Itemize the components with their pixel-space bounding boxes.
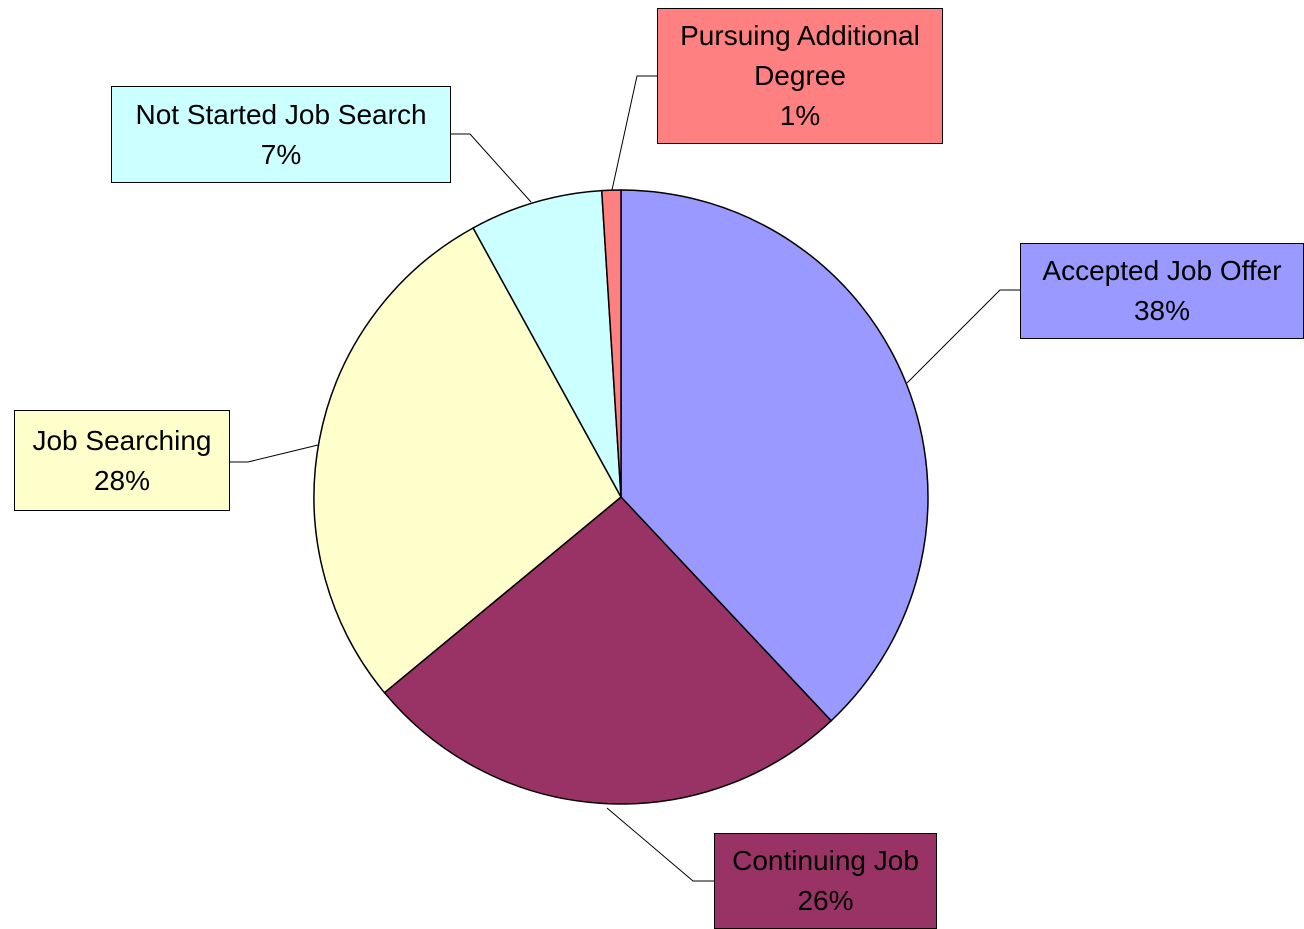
slice-category-label: Not Started Job Search <box>135 98 427 130</box>
leader-line <box>606 807 714 882</box>
slice-category-label: Job Searching <box>32 424 212 456</box>
slice-category-label: Pursuing Additional Degree <box>680 20 920 91</box>
slice-value-label: 7% <box>260 138 302 170</box>
pie-slice <box>472 189 622 498</box>
pie-slice <box>600 189 622 498</box>
leader-line <box>451 133 532 203</box>
slice-value-label: 1% <box>779 100 821 131</box>
slice-label: Continuing Job 26% <box>714 833 937 929</box>
slice-label: Accepted Job Offer 38% <box>1020 243 1304 339</box>
pie-slice <box>620 189 929 722</box>
leader-line <box>611 75 657 191</box>
slice-label: Pursuing Additional Degree 1% <box>657 8 943 144</box>
slice-value-label: 28% <box>93 464 151 496</box>
slice-value-label: 38% <box>1133 295 1191 326</box>
slice-label: Job Searching 28% <box>14 410 230 511</box>
slice-category-label: Continuing Job <box>732 845 919 876</box>
leader-line <box>230 444 319 463</box>
slice-value-label: 26% <box>797 885 854 916</box>
slice-category-label: Accepted Job Offer <box>1042 255 1282 286</box>
pie-slice <box>383 495 833 805</box>
pie-slice <box>313 226 622 694</box>
slice-label: Not Started Job Search 7% <box>111 86 451 183</box>
leader-line <box>906 289 1020 384</box>
